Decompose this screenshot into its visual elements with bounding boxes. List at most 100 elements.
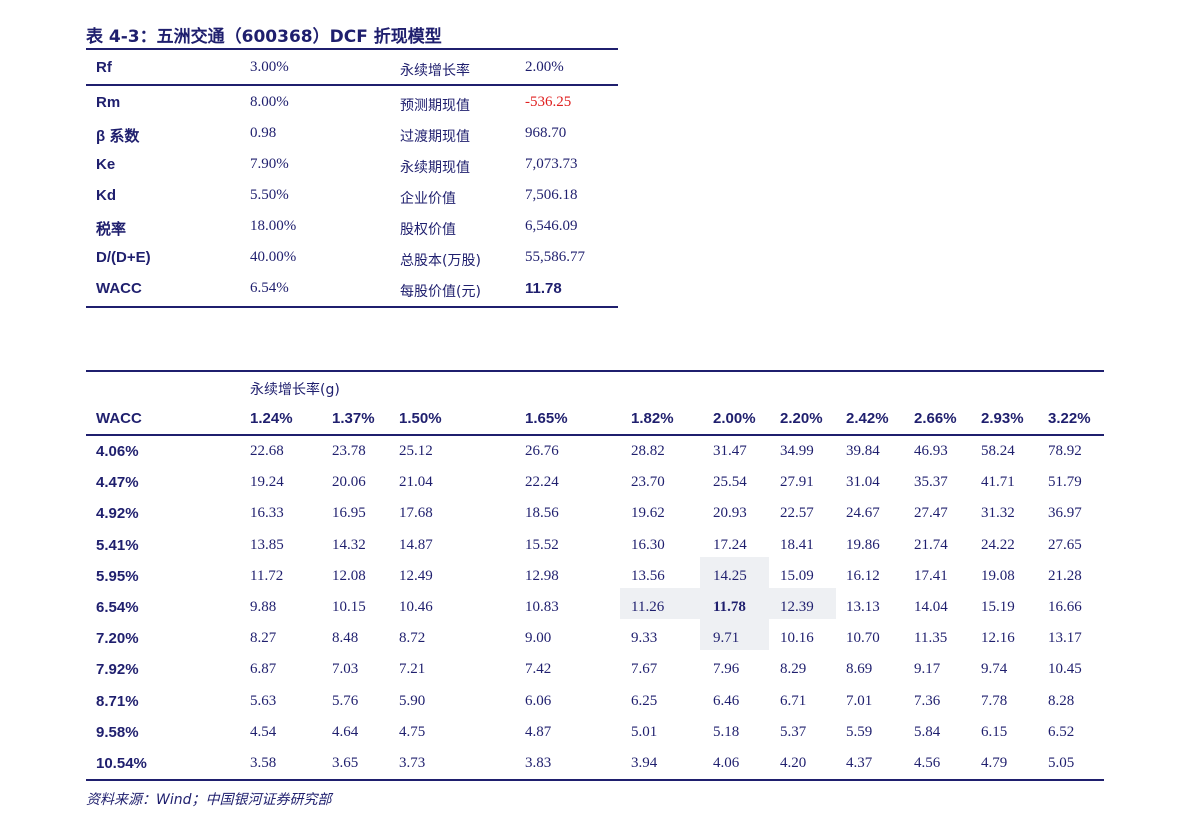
- wacc-row-header: 8.71%: [96, 692, 139, 710]
- sensitivity-value: 13.56: [631, 567, 665, 584]
- sensitivity-value: 11.26: [631, 599, 665, 615]
- sensitivity-value: 6.06: [525, 692, 552, 709]
- sensitivity-value: 4.37: [846, 755, 873, 771]
- sensitivity-value: 10.83: [525, 599, 559, 615]
- dcf-value: 7.90%: [250, 156, 289, 172]
- sensitivity-value: 4.75: [399, 723, 426, 740]
- sensitivity-value: 4.79: [981, 755, 1008, 771]
- sensitivity-value: 14.32: [332, 536, 366, 553]
- sensitivity-value: 13.13: [846, 599, 880, 615]
- growth-rate-column-header: 2.20%: [780, 410, 823, 427]
- dcf-header-rule: [86, 84, 618, 86]
- sensitivity-value: 8.48: [332, 630, 359, 647]
- dcf-value: 5.50%: [250, 187, 289, 203]
- dcf-value: 968.70: [525, 125, 567, 141]
- sensitivity-value: 16.66: [1048, 599, 1082, 615]
- wacc-row-header: 5.95%: [96, 567, 139, 585]
- highlight-cell-bg: [700, 588, 769, 620]
- growth-rate-column-header: 1.37%: [332, 410, 375, 427]
- sensitivity-value: 27.91: [780, 474, 814, 491]
- sensitivity-value: 19.08: [981, 567, 1015, 584]
- sensitivity-value: 11.72: [250, 567, 284, 584]
- sensitivity-value: 15.19: [981, 599, 1015, 615]
- sensitivity-value: 31.32: [981, 505, 1015, 522]
- sensitivity-value: 9.88: [250, 599, 277, 615]
- dcf-label: Ke: [96, 156, 116, 173]
- sensitivity-value: 5.90: [399, 692, 426, 709]
- sensitivity-value: 27.65: [1048, 536, 1082, 553]
- sensitivity-value: 22.57: [780, 505, 814, 522]
- sensitivity-value: 11.35: [914, 630, 948, 647]
- sensitivity-value: 7.78: [981, 692, 1008, 709]
- sensitivity-value: 6.46: [713, 692, 740, 709]
- growth-rate-column-header: 1.50%: [399, 410, 442, 427]
- sensitivity-value: 9.33: [631, 630, 658, 647]
- dcf-row: 税率 18.00% 股权价值 6,546.09: [86, 212, 618, 243]
- sensitivity-value: 12.39: [780, 599, 814, 615]
- growth-rate-column-header: 1.82%: [631, 410, 674, 427]
- sensitivity-value: 8.27: [250, 630, 277, 647]
- highlight-cell-bg: [620, 588, 700, 620]
- dcf-label: Rf: [96, 59, 112, 76]
- sensitivity-value: 7.67: [631, 661, 658, 678]
- sensitivity-value: 20.06: [332, 474, 366, 491]
- sensitivity-value: 8.28: [1048, 692, 1075, 709]
- dcf-label: 过渡期现值: [400, 129, 470, 145]
- wacc-row-header: 9.58%: [96, 723, 139, 741]
- dcf-row: Rm 8.00% 预测期现值 -536.25: [86, 88, 618, 119]
- sensitivity-value: 24.22: [981, 536, 1015, 553]
- sensitivity-value: 7.21: [399, 661, 426, 678]
- sensitivity-value: 5.05: [1048, 755, 1075, 771]
- dcf-value: 8.00%: [250, 94, 289, 110]
- wacc-row-header: 5.41%: [96, 536, 139, 554]
- dcf-label: Kd: [96, 187, 116, 204]
- sens-bottom-rule: [86, 779, 1104, 781]
- dcf-row: β 系数 0.98 过渡期现值 968.70: [86, 119, 618, 150]
- sensitivity-value: 12.16: [981, 630, 1015, 647]
- sensitivity-value: 15.52: [525, 536, 559, 553]
- sensitivity-value: 5.63: [250, 692, 277, 709]
- sensitivity-value: 35.37: [914, 474, 948, 491]
- sensitivity-value: 4.64: [332, 723, 359, 740]
- sensitivity-value: 7.42: [525, 661, 552, 678]
- sensitivity-value: 15.09: [780, 567, 814, 584]
- sensitivity-value: 6.71: [780, 692, 807, 709]
- growth-rate-column-header: 2.93%: [981, 410, 1024, 427]
- sensitivity-value: 5.76: [332, 692, 359, 709]
- highlight-cell-bg: [700, 619, 769, 651]
- sens-header-rule: [86, 434, 1104, 436]
- source-note: 资料来源：Wind；中国银河证券研究部: [86, 792, 332, 808]
- sensitivity-value: 3.65: [332, 755, 359, 771]
- sensitivity-value: 4.06: [713, 755, 740, 771]
- dcf-value: 2.00%: [525, 59, 564, 75]
- sensitivity-value: 21.74: [914, 536, 948, 553]
- dcf-label: 预测期现值: [400, 98, 470, 114]
- sensitivity-value: 34.99: [780, 443, 814, 459]
- dcf-label: 每股价值(元): [400, 284, 481, 300]
- sensitivity-value: 5.59: [846, 723, 873, 740]
- sensitivity-value: 3.94: [631, 755, 658, 771]
- dcf-value: 7,073.73: [525, 156, 578, 172]
- sensitivity-value: 12.98: [525, 567, 559, 584]
- dcf-row: Kd 5.50% 企业价值 7,506.18: [86, 181, 618, 212]
- dcf-value: 55,586.77: [525, 249, 585, 265]
- sensitivity-value: 4.20: [780, 755, 807, 771]
- sensitivity-value: 36.97: [1048, 505, 1082, 522]
- growth-rate-header: 永续增长率(g): [250, 382, 340, 398]
- sensitivity-value: 5.37: [780, 723, 807, 740]
- sensitivity-value: 8.72: [399, 630, 426, 647]
- dcf-value: -536.25: [525, 94, 572, 110]
- sensitivity-value: 26.76: [525, 443, 559, 459]
- sensitivity-value: 10.16: [780, 630, 814, 647]
- dcf-label: D/(D+E): [96, 249, 151, 266]
- sensitivity-value: 6.25: [631, 692, 658, 709]
- dcf-value: 3.00%: [250, 59, 289, 75]
- sensitivity-value: 46.93: [914, 443, 948, 459]
- sensitivity-value: 31.04: [846, 474, 880, 491]
- sensitivity-value: 4.54: [250, 723, 277, 740]
- sensitivity-value: 17.24: [713, 536, 747, 553]
- sensitivity-value: 3.58: [250, 755, 277, 771]
- sensitivity-value: 6.15: [981, 723, 1008, 740]
- dcf-label: 总股本(万股): [400, 253, 481, 269]
- sensitivity-value: 9.71: [713, 630, 740, 647]
